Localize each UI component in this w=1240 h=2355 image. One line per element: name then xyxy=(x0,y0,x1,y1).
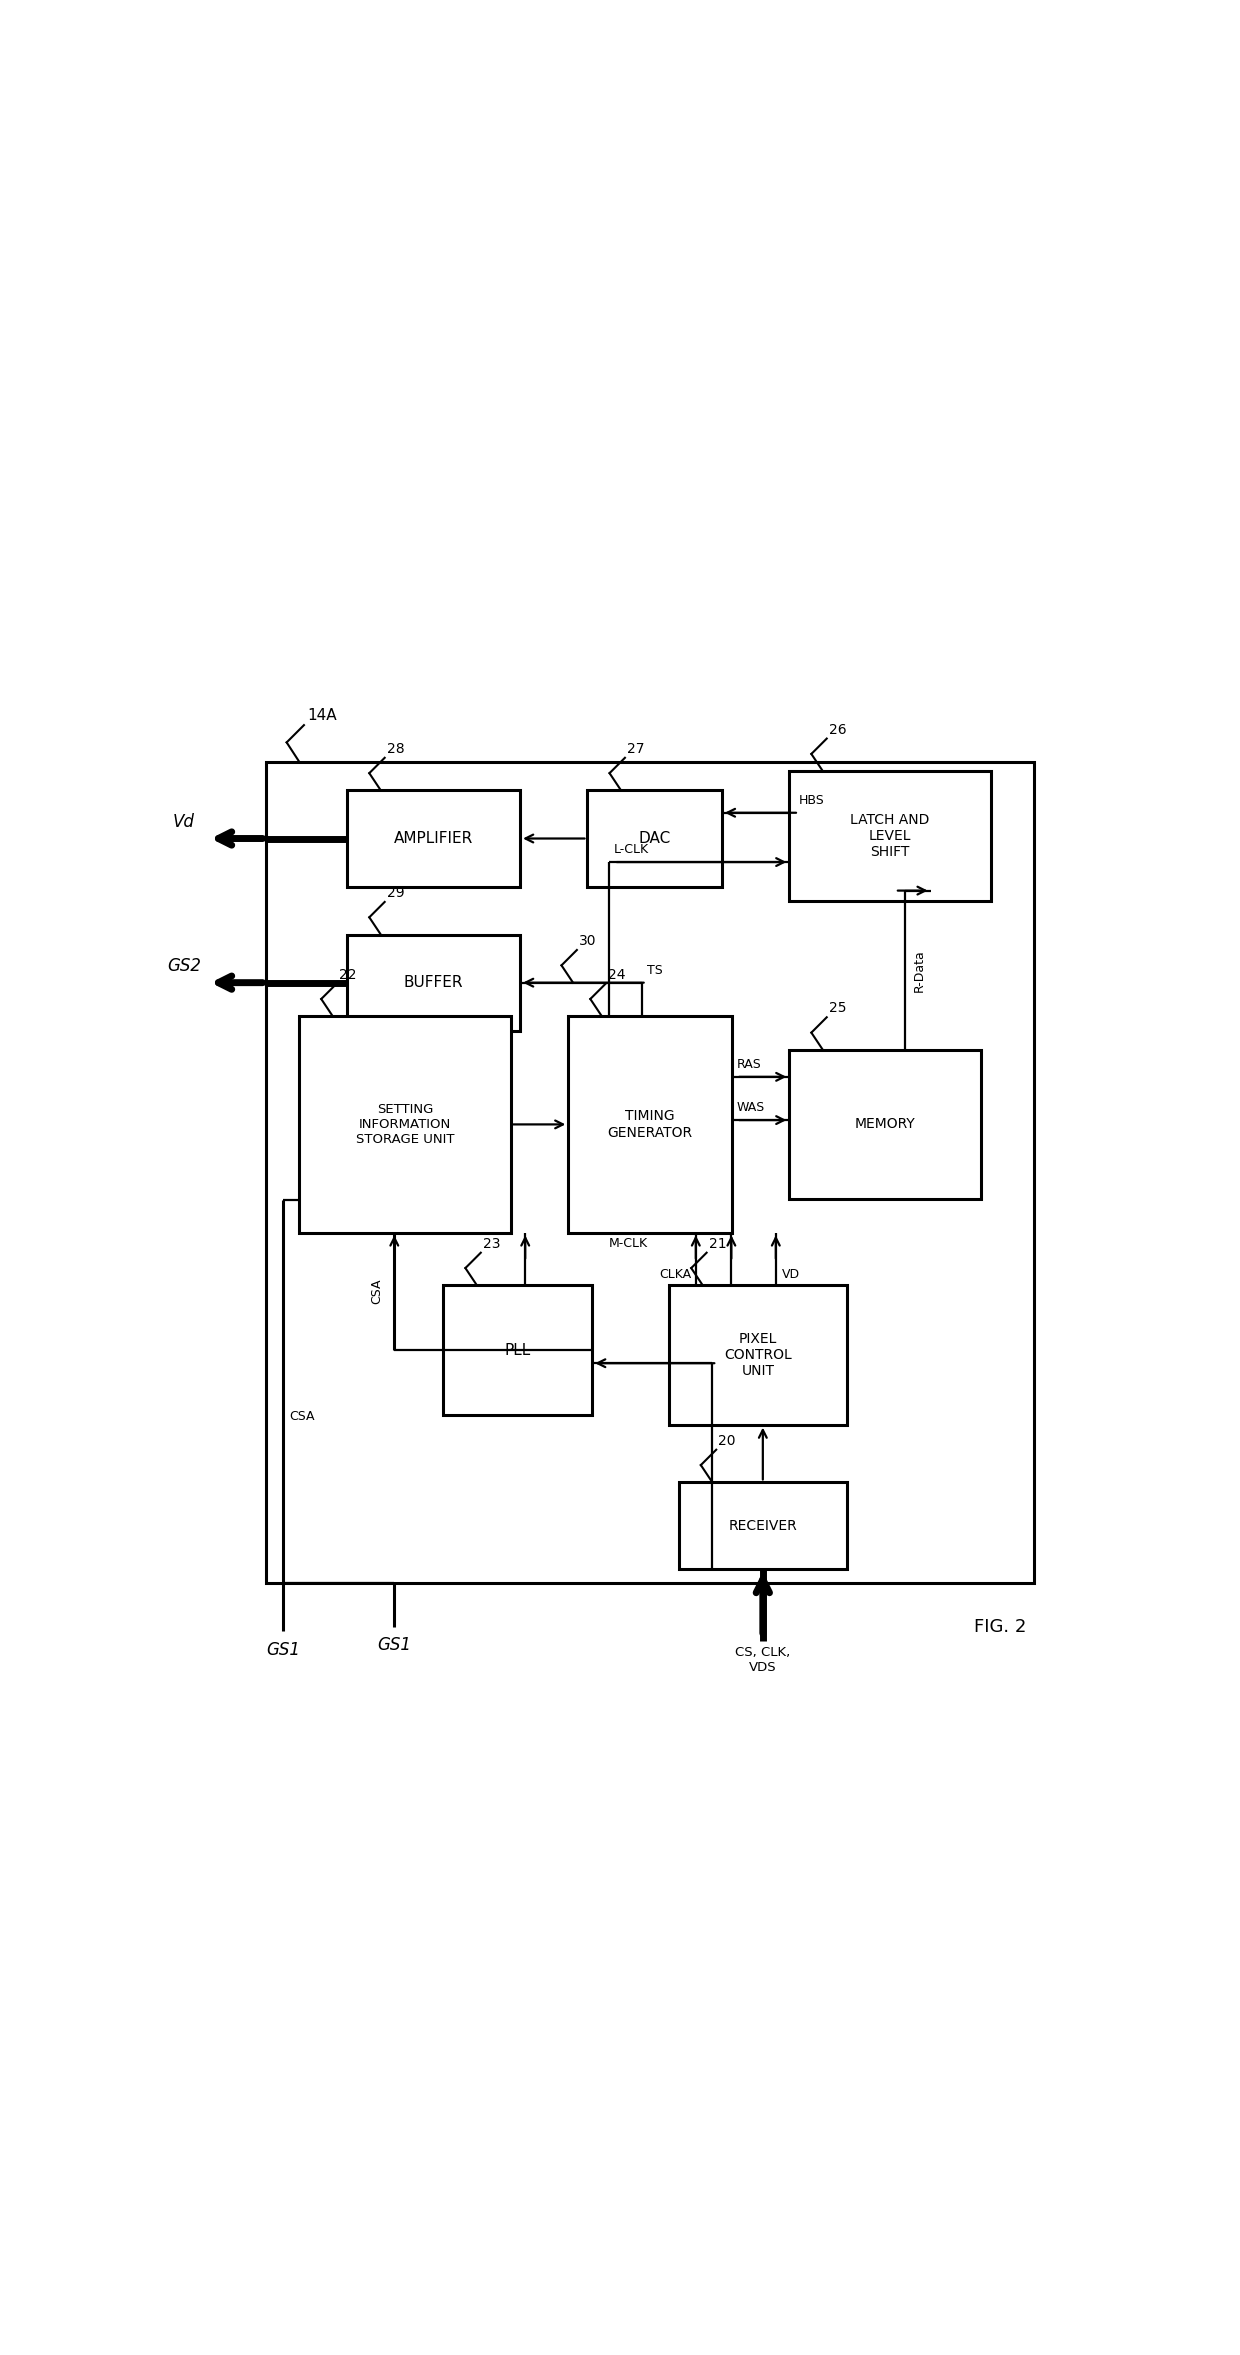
Text: HBS: HBS xyxy=(799,794,825,808)
Text: 29: 29 xyxy=(387,885,404,900)
Bar xyxy=(670,1286,847,1425)
Text: 30: 30 xyxy=(579,935,596,949)
Text: GS1: GS1 xyxy=(265,1641,300,1658)
Text: TIMING
GENERATOR: TIMING GENERATOR xyxy=(608,1109,692,1140)
Text: 22: 22 xyxy=(339,968,356,982)
Text: 20: 20 xyxy=(718,1434,735,1448)
Text: 24: 24 xyxy=(608,968,625,982)
Text: 26: 26 xyxy=(828,723,846,737)
Text: M-CLK: M-CLK xyxy=(609,1236,647,1251)
Text: VD: VD xyxy=(781,1267,800,1281)
Bar xyxy=(299,1017,511,1232)
Text: TS: TS xyxy=(646,963,662,977)
Bar xyxy=(588,791,722,885)
Text: GS1: GS1 xyxy=(377,1637,412,1653)
Text: 23: 23 xyxy=(482,1236,500,1251)
Bar xyxy=(678,1481,847,1568)
Text: BUFFER: BUFFER xyxy=(404,975,464,989)
Bar xyxy=(568,1017,732,1232)
Text: CSA: CSA xyxy=(370,1279,383,1305)
Text: DAC: DAC xyxy=(639,831,671,845)
Text: CSA: CSA xyxy=(290,1411,315,1422)
Bar xyxy=(534,982,1034,1262)
Text: RAS: RAS xyxy=(737,1057,761,1072)
Text: CLKA: CLKA xyxy=(658,1267,691,1281)
Bar xyxy=(265,761,1034,1583)
Text: WAS: WAS xyxy=(737,1102,765,1114)
Text: PIXEL
CONTROL
UNIT: PIXEL CONTROL UNIT xyxy=(724,1333,792,1378)
Text: MEMORY: MEMORY xyxy=(856,1116,915,1130)
Bar xyxy=(789,1050,982,1199)
Text: Vd: Vd xyxy=(172,812,195,831)
Text: L-CLK: L-CLK xyxy=(614,843,649,857)
Text: 25: 25 xyxy=(828,1001,846,1015)
Text: LATCH AND
LEVEL
SHIFT: LATCH AND LEVEL SHIFT xyxy=(851,812,930,860)
Bar xyxy=(419,1267,870,1444)
Bar xyxy=(789,770,991,902)
Text: 21: 21 xyxy=(708,1236,727,1251)
Text: 27: 27 xyxy=(627,742,645,756)
Text: CS, CLK,
VDS: CS, CLK, VDS xyxy=(735,1646,790,1674)
Text: 14A: 14A xyxy=(306,709,336,723)
Bar xyxy=(347,791,521,885)
Text: AMPLIFIER: AMPLIFIER xyxy=(394,831,474,845)
Bar xyxy=(444,1286,593,1415)
Text: GS2: GS2 xyxy=(167,956,201,975)
Text: R-Data: R-Data xyxy=(913,949,925,991)
Text: 28: 28 xyxy=(387,742,404,756)
Text: SETTING
INFORMATION
STORAGE UNIT: SETTING INFORMATION STORAGE UNIT xyxy=(356,1102,454,1147)
Text: RECEIVER: RECEIVER xyxy=(728,1519,797,1533)
Text: FIG. 2: FIG. 2 xyxy=(975,1618,1027,1634)
Bar xyxy=(347,935,521,1031)
Text: PLL: PLL xyxy=(505,1342,531,1359)
